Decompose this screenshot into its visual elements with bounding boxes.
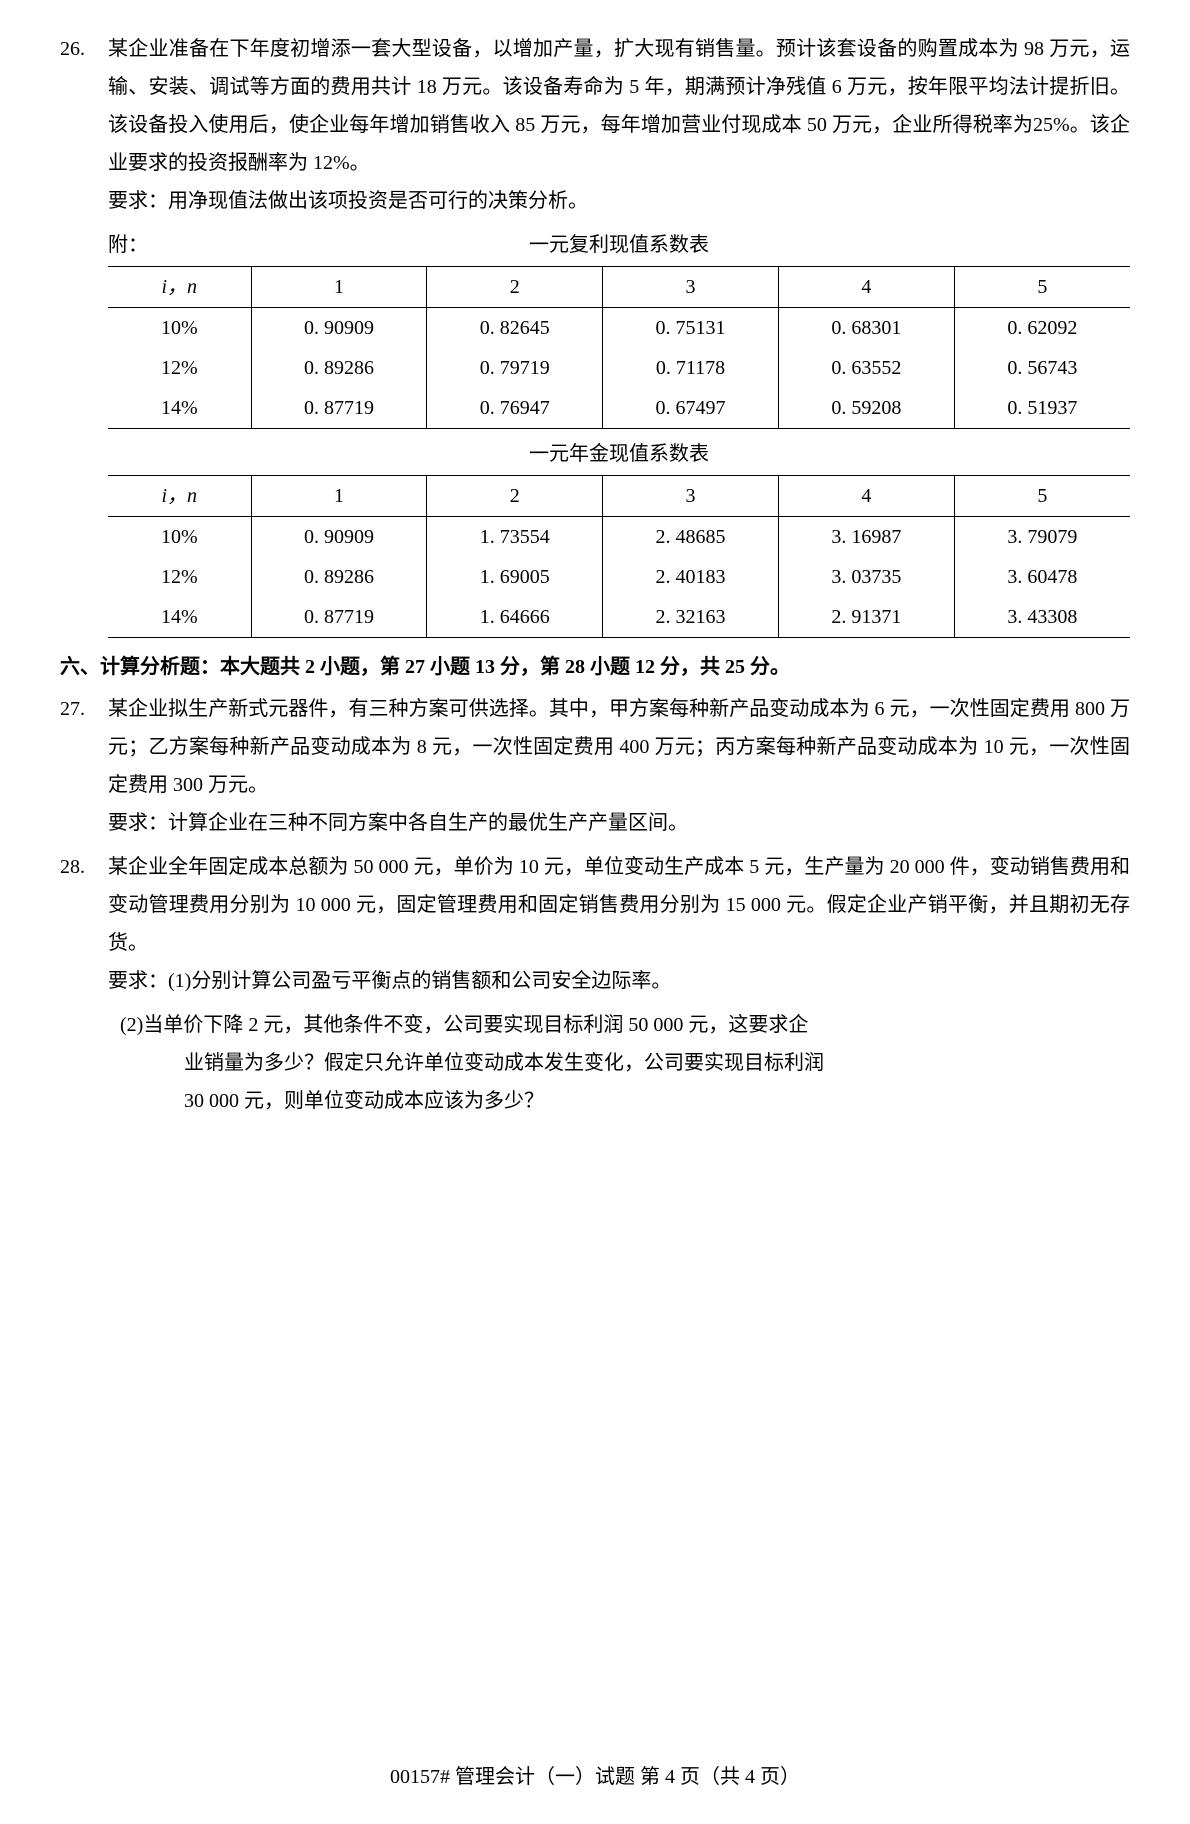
th-1: 1 [251,476,427,517]
question-28: 28. 某企业全年固定成本总额为 50 000 元，单价为 10 元，单位变动生… [60,848,1130,1000]
question-28-req1: 要求：(1)分别计算公司盈亏平衡点的销售额和公司安全边际率。 [108,962,1130,1000]
cell: 14% [108,388,251,429]
cell: 0. 63552 [778,348,954,388]
cell: 0. 75131 [603,308,779,349]
question-28-body: 某企业全年固定成本总额为 50 000 元，单价为 10 元，单位变动生产成本 … [108,848,1130,1000]
table-row: i，n 1 2 3 4 5 [108,267,1130,308]
cell: 0. 62092 [954,308,1130,349]
th-2: 2 [427,267,603,308]
cell: 0. 90909 [251,517,427,558]
th-in: i，n [108,476,251,517]
cell: 3. 79079 [954,517,1130,558]
section-6-heading: 六、计算分析题：本大题共 2 小题，第 27 小题 13 分，第 28 小题 1… [60,648,1130,686]
cell: 0. 68301 [778,308,954,349]
table-row: 12% 0. 89286 1. 69005 2. 40183 3. 03735 … [108,557,1130,597]
cell: 12% [108,348,251,388]
table-row: 12% 0. 89286 0. 79719 0. 71178 0. 63552 … [108,348,1130,388]
cell: 2. 91371 [778,597,954,638]
th-2: 2 [427,476,603,517]
table-row: i，n 1 2 3 4 5 [108,476,1130,517]
cell: 2. 40183 [603,557,779,597]
th-5: 5 [954,476,1130,517]
cell: 10% [108,308,251,349]
cell: 3. 03735 [778,557,954,597]
table2-title: 一元年金现值系数表 [108,435,1130,473]
cell: 0. 76947 [427,388,603,429]
question-28-req2a: (2)当单价下降 2 元，其他条件不变，公司要实现目标利润 50 000 元，这… [108,1006,1130,1044]
cell: 0. 89286 [251,348,427,388]
th-in: i，n [108,267,251,308]
cell: 2. 48685 [603,517,779,558]
table-row: 14% 0. 87719 0. 76947 0. 67497 0. 59208 … [108,388,1130,429]
th-1: 1 [251,267,427,308]
table1-title: 一元复利现值系数表 [168,226,1130,264]
th-3: 3 [603,476,779,517]
cell: 0. 82645 [427,308,603,349]
cell: 0. 56743 [954,348,1130,388]
question-27-req: 要求：计算企业在三种不同方案中各自生产的最优生产产量区间。 [108,804,1130,842]
cell: 0. 87719 [251,597,427,638]
cell: 0. 59208 [778,388,954,429]
th-3: 3 [603,267,779,308]
th-4: 4 [778,267,954,308]
cell: 3. 43308 [954,597,1130,638]
table-row: 10% 0. 90909 0. 82645 0. 75131 0. 68301 … [108,308,1130,349]
question-26-req: 要求：用净现值法做出该项投资是否可行的决策分析。 [108,182,1130,220]
question-27: 27. 某企业拟生产新式元器件，有三种方案可供选择。其中，甲方案每种新产品变动成… [60,690,1130,842]
question-28-req2b: 业销量为多少？假定只允许单位变动成本发生变化，公司要实现目标利润 [108,1044,1130,1082]
pv-factor-table: i，n 1 2 3 4 5 10% 0. 90909 0. 82645 0. 7… [108,266,1130,429]
attachment-label: 附： [108,226,168,264]
th-4: 4 [778,476,954,517]
table-row: 14% 0. 87719 1. 64666 2. 32163 2. 91371 … [108,597,1130,638]
cell: 0. 87719 [251,388,427,429]
cell: 3. 60478 [954,557,1130,597]
question-28-req2c: 30 000 元，则单位变动成本应该为多少？ [108,1082,1130,1120]
table-row: 10% 0. 90909 1. 73554 2. 48685 3. 16987 … [108,517,1130,558]
question-26-text: 某企业准备在下年度初增添一套大型设备，以增加产量，扩大现有销售量。预计该套设备的… [108,30,1130,182]
cell: 2. 32163 [603,597,779,638]
cell: 3. 16987 [778,517,954,558]
page-footer: 00157# 管理会计（一）试题 第 4 页（共 4 页） [0,1758,1190,1796]
cell: 1. 73554 [427,517,603,558]
question-28-number: 28. [60,848,108,1000]
cell: 0. 90909 [251,308,427,349]
th-5: 5 [954,267,1130,308]
cell: 0. 89286 [251,557,427,597]
question-26-body: 某企业准备在下年度初增添一套大型设备，以增加产量，扩大现有销售量。预计该套设备的… [108,30,1130,220]
question-27-number: 27. [60,690,108,842]
question-28-text: 某企业全年固定成本总额为 50 000 元，单价为 10 元，单位变动生产成本 … [108,848,1130,962]
cell: 10% [108,517,251,558]
cell: 0. 51937 [954,388,1130,429]
cell: 0. 79719 [427,348,603,388]
annuity-pv-table: i，n 1 2 3 4 5 10% 0. 90909 1. 73554 2. 4… [108,475,1130,638]
cell: 1. 69005 [427,557,603,597]
cell: 14% [108,597,251,638]
cell: 0. 71178 [603,348,779,388]
cell: 0. 67497 [603,388,779,429]
cell: 12% [108,557,251,597]
question-26: 26. 某企业准备在下年度初增添一套大型设备，以增加产量，扩大现有销售量。预计该… [60,30,1130,220]
question-26-number: 26. [60,30,108,220]
question-27-body: 某企业拟生产新式元器件，有三种方案可供选择。其中，甲方案每种新产品变动成本为 6… [108,690,1130,842]
question-27-text: 某企业拟生产新式元器件，有三种方案可供选择。其中，甲方案每种新产品变动成本为 6… [108,690,1130,804]
attachment-line: 附： 一元复利现值系数表 [108,226,1130,264]
cell: 1. 64666 [427,597,603,638]
